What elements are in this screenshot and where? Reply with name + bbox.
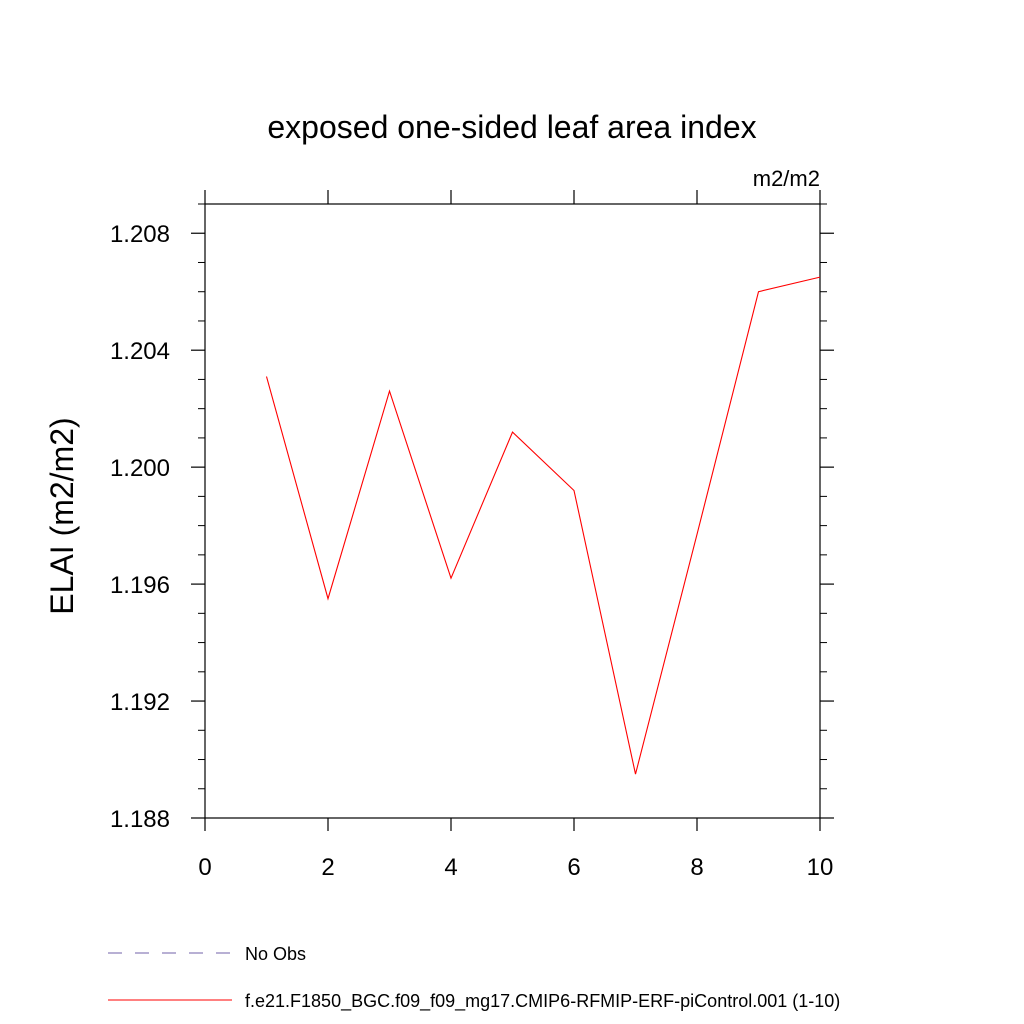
- x-tick-label: 4: [444, 854, 457, 881]
- legend: No Obs f.e21.F1850_BGC.f09_f09_mg17.CMIP6…: [108, 944, 840, 1012]
- x-tick-label: 6: [567, 854, 580, 881]
- x-tick-label: 8: [690, 854, 703, 881]
- series-group: [265, 276, 821, 775]
- chart-title: exposed one-sided leaf area index: [267, 109, 756, 145]
- y-tick-label: 1.188: [110, 806, 170, 833]
- tick-labels: 0 2 4 6 8 10 1.188 1.192 1.196 1.200 1.204 1.208: [110, 221, 833, 881]
- x-tick-label: 10: [807, 854, 834, 881]
- y-axis-label: ELAI (m2/m2): [44, 417, 80, 614]
- y-tick-label: 1.200: [110, 455, 170, 482]
- x-tick-label: 2: [321, 854, 334, 881]
- y-tick-label: 1.196: [110, 572, 170, 599]
- axis-ticks: [191, 190, 834, 831]
- legend-label: No Obs: [245, 944, 306, 964]
- y-tick-label: 1.208: [110, 221, 170, 248]
- units-label: m2/m2: [753, 166, 820, 191]
- series-line-0: [265, 276, 821, 775]
- plot-frame: [204, 203, 821, 819]
- legend-label: f.e21.F1850_BGC.f09_f09_mg17.CMIP6-RFMIP…: [245, 991, 840, 1012]
- y-tick-label: 1.204: [110, 338, 170, 365]
- y-tick-label: 1.192: [110, 689, 170, 716]
- x-tick-label: 0: [198, 854, 211, 881]
